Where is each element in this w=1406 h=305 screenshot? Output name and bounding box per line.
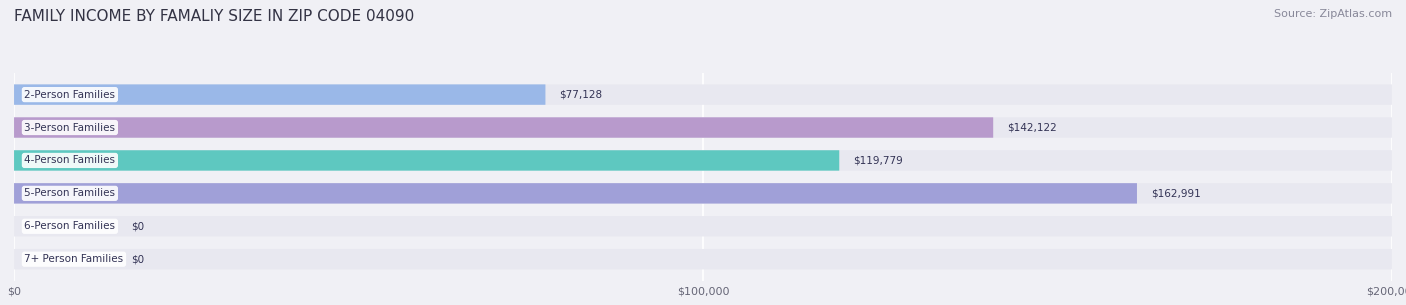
Text: 4-Person Families: 4-Person Families bbox=[24, 156, 115, 165]
FancyBboxPatch shape bbox=[14, 183, 1392, 203]
FancyBboxPatch shape bbox=[14, 150, 1392, 170]
FancyBboxPatch shape bbox=[14, 117, 993, 138]
Text: $0: $0 bbox=[131, 254, 145, 264]
FancyBboxPatch shape bbox=[14, 84, 1392, 105]
Text: FAMILY INCOME BY FAMALIY SIZE IN ZIP CODE 04090: FAMILY INCOME BY FAMALIY SIZE IN ZIP COD… bbox=[14, 9, 415, 24]
Text: 3-Person Families: 3-Person Families bbox=[24, 123, 115, 132]
FancyBboxPatch shape bbox=[14, 150, 839, 170]
Text: $119,779: $119,779 bbox=[853, 156, 903, 165]
FancyBboxPatch shape bbox=[14, 117, 1392, 138]
FancyBboxPatch shape bbox=[14, 183, 1137, 203]
Text: $0: $0 bbox=[131, 221, 145, 231]
Text: 7+ Person Families: 7+ Person Families bbox=[24, 254, 124, 264]
Text: 6-Person Families: 6-Person Families bbox=[24, 221, 115, 231]
Text: Source: ZipAtlas.com: Source: ZipAtlas.com bbox=[1274, 9, 1392, 19]
FancyBboxPatch shape bbox=[14, 84, 546, 105]
FancyBboxPatch shape bbox=[14, 216, 1392, 236]
FancyBboxPatch shape bbox=[14, 249, 1392, 269]
Text: $162,991: $162,991 bbox=[1150, 188, 1201, 198]
Text: 5-Person Families: 5-Person Families bbox=[24, 188, 115, 198]
Text: $142,122: $142,122 bbox=[1007, 123, 1057, 132]
Text: 2-Person Families: 2-Person Families bbox=[24, 90, 115, 100]
Text: $77,128: $77,128 bbox=[560, 90, 602, 100]
